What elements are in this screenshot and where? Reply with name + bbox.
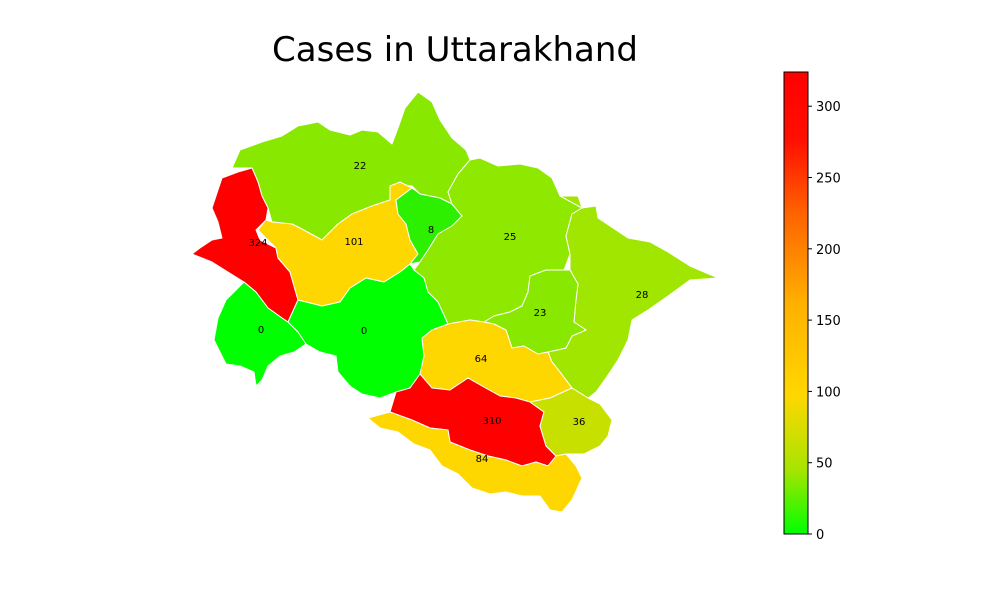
label-rudraprayag: 8 (428, 225, 434, 236)
colorbar-tick-label: 150 (816, 314, 841, 329)
label-bageshwar: 23 (534, 308, 547, 319)
label-almora: 64 (475, 354, 488, 365)
label-haridwar: 0 (258, 325, 264, 336)
colorbar-tick-label: 250 (816, 172, 841, 187)
label-nainital: 310 (482, 416, 501, 427)
label-usn: 84 (476, 454, 489, 465)
colorbar-tick-label: 100 (816, 385, 841, 400)
colorbar-tick-label: 200 (816, 243, 841, 258)
district-champawat[interactable] (529, 387, 613, 457)
colorbar-tick-label: 300 (816, 100, 841, 115)
label-uttarkashi: 22 (354, 161, 367, 172)
label-tehri: 101 (344, 237, 363, 248)
label-pauri: 0 (361, 326, 367, 337)
label-chamoli: 25 (504, 232, 517, 243)
district-layer (191, 91, 719, 513)
district-usn[interactable] (367, 411, 583, 513)
colorbar-gradient (783, 71, 809, 535)
district-labels: 22 324 101 8 25 28 23 0 0 64 310 36 84 (248, 161, 648, 465)
colorbar-tick-label: 50 (816, 457, 833, 472)
district-haridwar[interactable] (213, 281, 307, 387)
label-champawat: 36 (573, 417, 586, 428)
label-pithoragarh: 28 (636, 290, 649, 301)
colorbar: 0 50 100 150 200 250 300 (783, 71, 841, 543)
map-title: Cases in Uttarakhand (272, 30, 638, 70)
colorbar-tick-label: 0 (816, 528, 824, 543)
colorbar-ticks: 0 50 100 150 200 250 300 (808, 100, 841, 543)
label-dehradun: 324 (248, 238, 267, 249)
